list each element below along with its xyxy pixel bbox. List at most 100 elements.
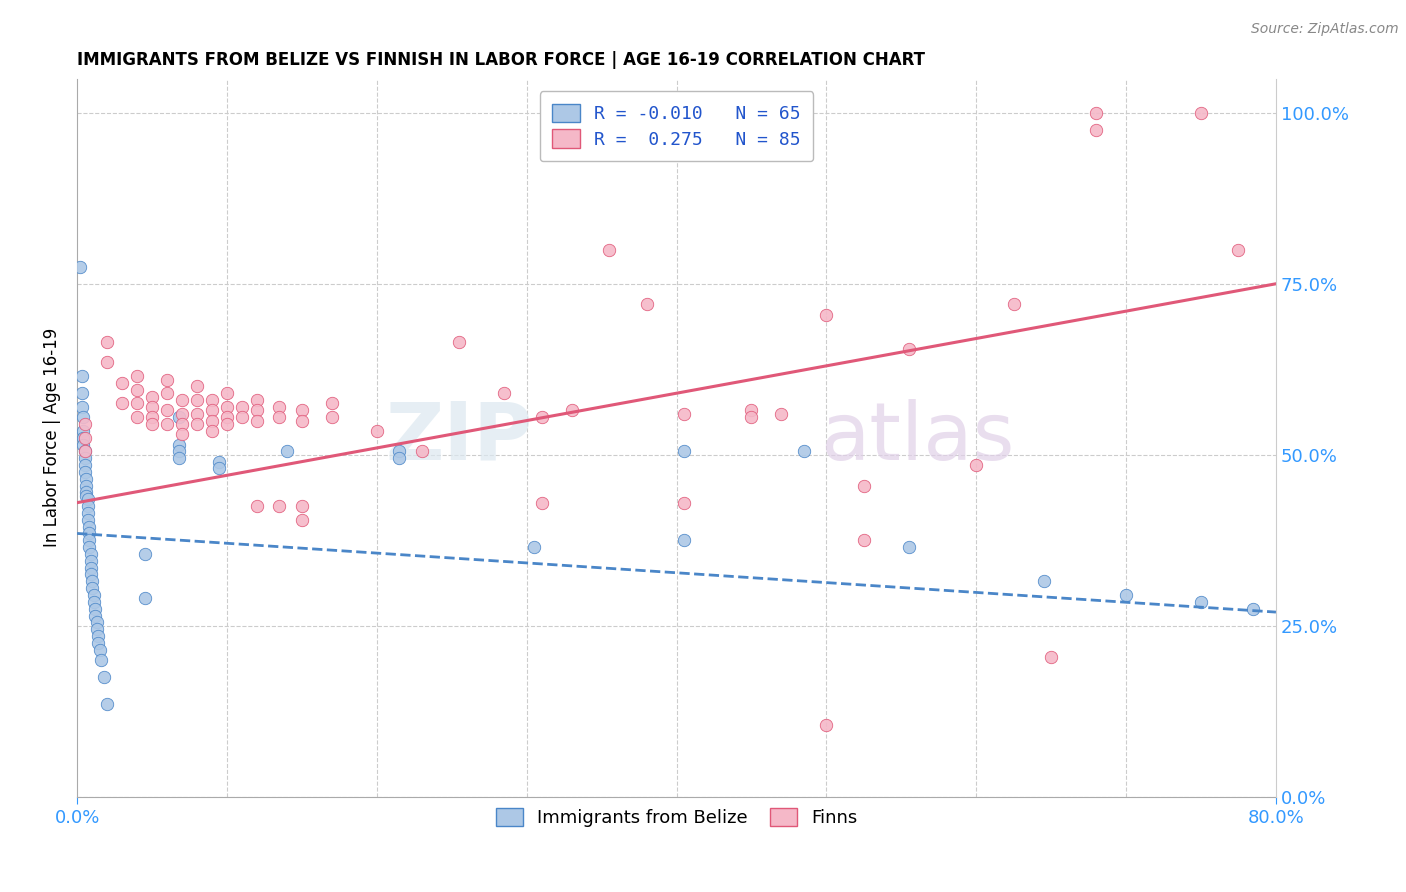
Point xyxy=(186,417,208,431)
Point xyxy=(388,451,411,466)
Point xyxy=(72,437,94,451)
Point xyxy=(291,403,314,417)
Point xyxy=(186,379,208,393)
Point xyxy=(246,499,269,513)
Point xyxy=(156,417,179,431)
Text: ZIP: ZIP xyxy=(385,399,533,476)
Point xyxy=(561,403,583,417)
Point xyxy=(73,417,96,431)
Point xyxy=(141,417,163,431)
Point xyxy=(90,653,112,667)
Point xyxy=(636,297,658,311)
Point xyxy=(83,595,105,609)
Point xyxy=(388,444,411,458)
Point xyxy=(793,444,815,458)
Point xyxy=(201,392,224,407)
Point xyxy=(167,444,190,458)
Point xyxy=(1085,123,1108,137)
Point xyxy=(141,400,163,414)
Point xyxy=(125,396,148,410)
Point xyxy=(815,718,838,732)
Point xyxy=(1189,595,1212,609)
Point xyxy=(76,506,98,520)
Point xyxy=(73,458,96,472)
Point xyxy=(134,547,156,561)
Point xyxy=(167,410,190,425)
Point xyxy=(321,410,343,425)
Point xyxy=(246,413,269,427)
Point xyxy=(73,451,96,466)
Point xyxy=(70,369,93,384)
Point xyxy=(76,499,98,513)
Point xyxy=(740,403,762,417)
Point xyxy=(141,390,163,404)
Point xyxy=(1227,243,1250,257)
Point xyxy=(70,386,93,401)
Point xyxy=(1032,574,1054,589)
Point xyxy=(96,355,118,369)
Point xyxy=(852,533,875,548)
Point xyxy=(208,455,231,469)
Point xyxy=(672,407,695,421)
Point xyxy=(246,403,269,417)
Point xyxy=(77,526,100,541)
Point xyxy=(75,485,97,500)
Point xyxy=(70,400,93,414)
Point xyxy=(86,622,108,636)
Point xyxy=(897,540,920,554)
Point xyxy=(86,615,108,630)
Point xyxy=(79,547,101,561)
Point xyxy=(770,407,793,421)
Point xyxy=(87,636,110,650)
Point xyxy=(215,410,238,425)
Point xyxy=(291,513,314,527)
Point xyxy=(201,424,224,438)
Point xyxy=(1002,297,1025,311)
Point xyxy=(76,513,98,527)
Point xyxy=(77,519,100,533)
Point xyxy=(69,260,91,274)
Point xyxy=(72,424,94,438)
Point xyxy=(269,410,291,425)
Point xyxy=(75,478,97,492)
Point xyxy=(215,400,238,414)
Point xyxy=(84,601,107,615)
Point xyxy=(1189,105,1212,120)
Point xyxy=(80,581,103,595)
Point xyxy=(79,554,101,568)
Point xyxy=(449,334,471,349)
Point xyxy=(494,386,516,401)
Point xyxy=(170,427,193,442)
Point xyxy=(156,372,179,386)
Point xyxy=(141,410,163,425)
Point xyxy=(75,472,97,486)
Point xyxy=(291,499,314,513)
Text: atlas: atlas xyxy=(820,399,1015,476)
Point xyxy=(156,386,179,401)
Point xyxy=(897,342,920,356)
Point xyxy=(167,437,190,451)
Point xyxy=(77,533,100,548)
Point xyxy=(291,413,314,427)
Y-axis label: In Labor Force | Age 16-19: In Labor Force | Age 16-19 xyxy=(44,328,60,548)
Point xyxy=(156,403,179,417)
Point xyxy=(672,533,695,548)
Point xyxy=(93,670,115,684)
Point xyxy=(231,400,253,414)
Point xyxy=(72,431,94,445)
Point xyxy=(80,574,103,589)
Point xyxy=(530,496,553,510)
Point xyxy=(125,369,148,384)
Point xyxy=(73,444,96,458)
Point xyxy=(215,417,238,431)
Point xyxy=(1040,649,1063,664)
Legend: Immigrants from Belize, Finns: Immigrants from Belize, Finns xyxy=(488,801,865,834)
Point xyxy=(269,499,291,513)
Point xyxy=(231,410,253,425)
Point xyxy=(111,396,134,410)
Point xyxy=(72,410,94,425)
Point xyxy=(96,334,118,349)
Point xyxy=(87,629,110,643)
Point xyxy=(523,540,546,554)
Point xyxy=(170,392,193,407)
